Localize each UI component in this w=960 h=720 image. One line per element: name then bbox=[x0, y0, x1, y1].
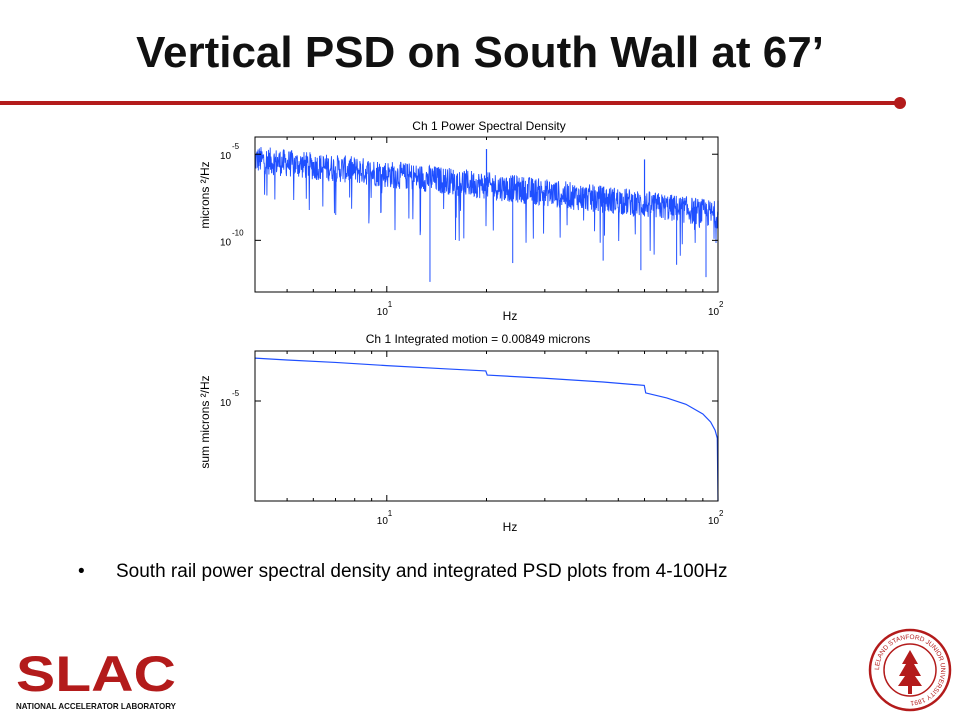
integrated-series-line bbox=[254, 357, 719, 502]
chart-title: Ch 1 Integrated motion = 0.00849 microns bbox=[366, 332, 590, 346]
x-tick-label: 10 bbox=[377, 516, 389, 527]
y-axis-label: microns ²/Hz bbox=[198, 161, 212, 228]
y-axis-label-text: microns ²/Hz bbox=[198, 161, 212, 228]
title-underline-dot bbox=[894, 97, 906, 109]
slac-logo: SLAC NATIONAL ACCELERATOR LABORATORY bbox=[16, 646, 176, 711]
x-tick-label: 10 bbox=[708, 307, 720, 318]
x-axis-label: Hz bbox=[503, 309, 518, 323]
x-axis-label: Hz bbox=[503, 520, 518, 534]
x-tick-exponent: 2 bbox=[719, 509, 724, 518]
psd-series-line bbox=[254, 147, 719, 256]
y-tick-exponent: -5 bbox=[232, 142, 240, 151]
title-underline bbox=[0, 101, 900, 105]
bullet-text: South rail power spectral density and in… bbox=[116, 561, 728, 582]
y-tick-label: 10 bbox=[220, 398, 232, 409]
integrated-motion-chart: Ch 1 Integrated motion = 0.00849 microns… bbox=[198, 332, 724, 534]
x-tick-exponent: 1 bbox=[388, 509, 393, 518]
psd-chart: Ch 1 Power Spectral Density microns ²/Hz… bbox=[198, 119, 724, 323]
y-axis-label-text: sum microns ²/Hz bbox=[198, 375, 212, 468]
chart-title: Ch 1 Power Spectral Density bbox=[412, 119, 565, 133]
slac-logo-wordmark: SLAC bbox=[16, 646, 176, 702]
y-axis-label: sum microns ²/Hz bbox=[198, 375, 212, 468]
y-tick-exponent: -5 bbox=[232, 389, 240, 398]
bullet-marker: • bbox=[78, 561, 85, 582]
x-tick-label: 10 bbox=[377, 307, 389, 318]
x-tick-exponent: 2 bbox=[719, 300, 724, 309]
bullet-point: • South rail power spectral density and i… bbox=[78, 561, 727, 583]
slide-title: Vertical PSD on South Wall at 67’ bbox=[136, 28, 824, 77]
y-tick-label: 10 bbox=[220, 237, 232, 248]
y-tick-exponent: -10 bbox=[232, 228, 244, 237]
y-tick-label: 10 bbox=[220, 151, 232, 162]
x-tick-exponent: 1 bbox=[388, 300, 393, 309]
stanford-seal: LELAND STANFORD JUNIOR UNIVERSITY 1891 bbox=[868, 628, 952, 712]
tree-icon bbox=[898, 650, 922, 694]
x-tick-label: 10 bbox=[708, 516, 720, 527]
slac-logo-subtitle: NATIONAL ACCELERATOR LABORATORY bbox=[16, 701, 176, 711]
